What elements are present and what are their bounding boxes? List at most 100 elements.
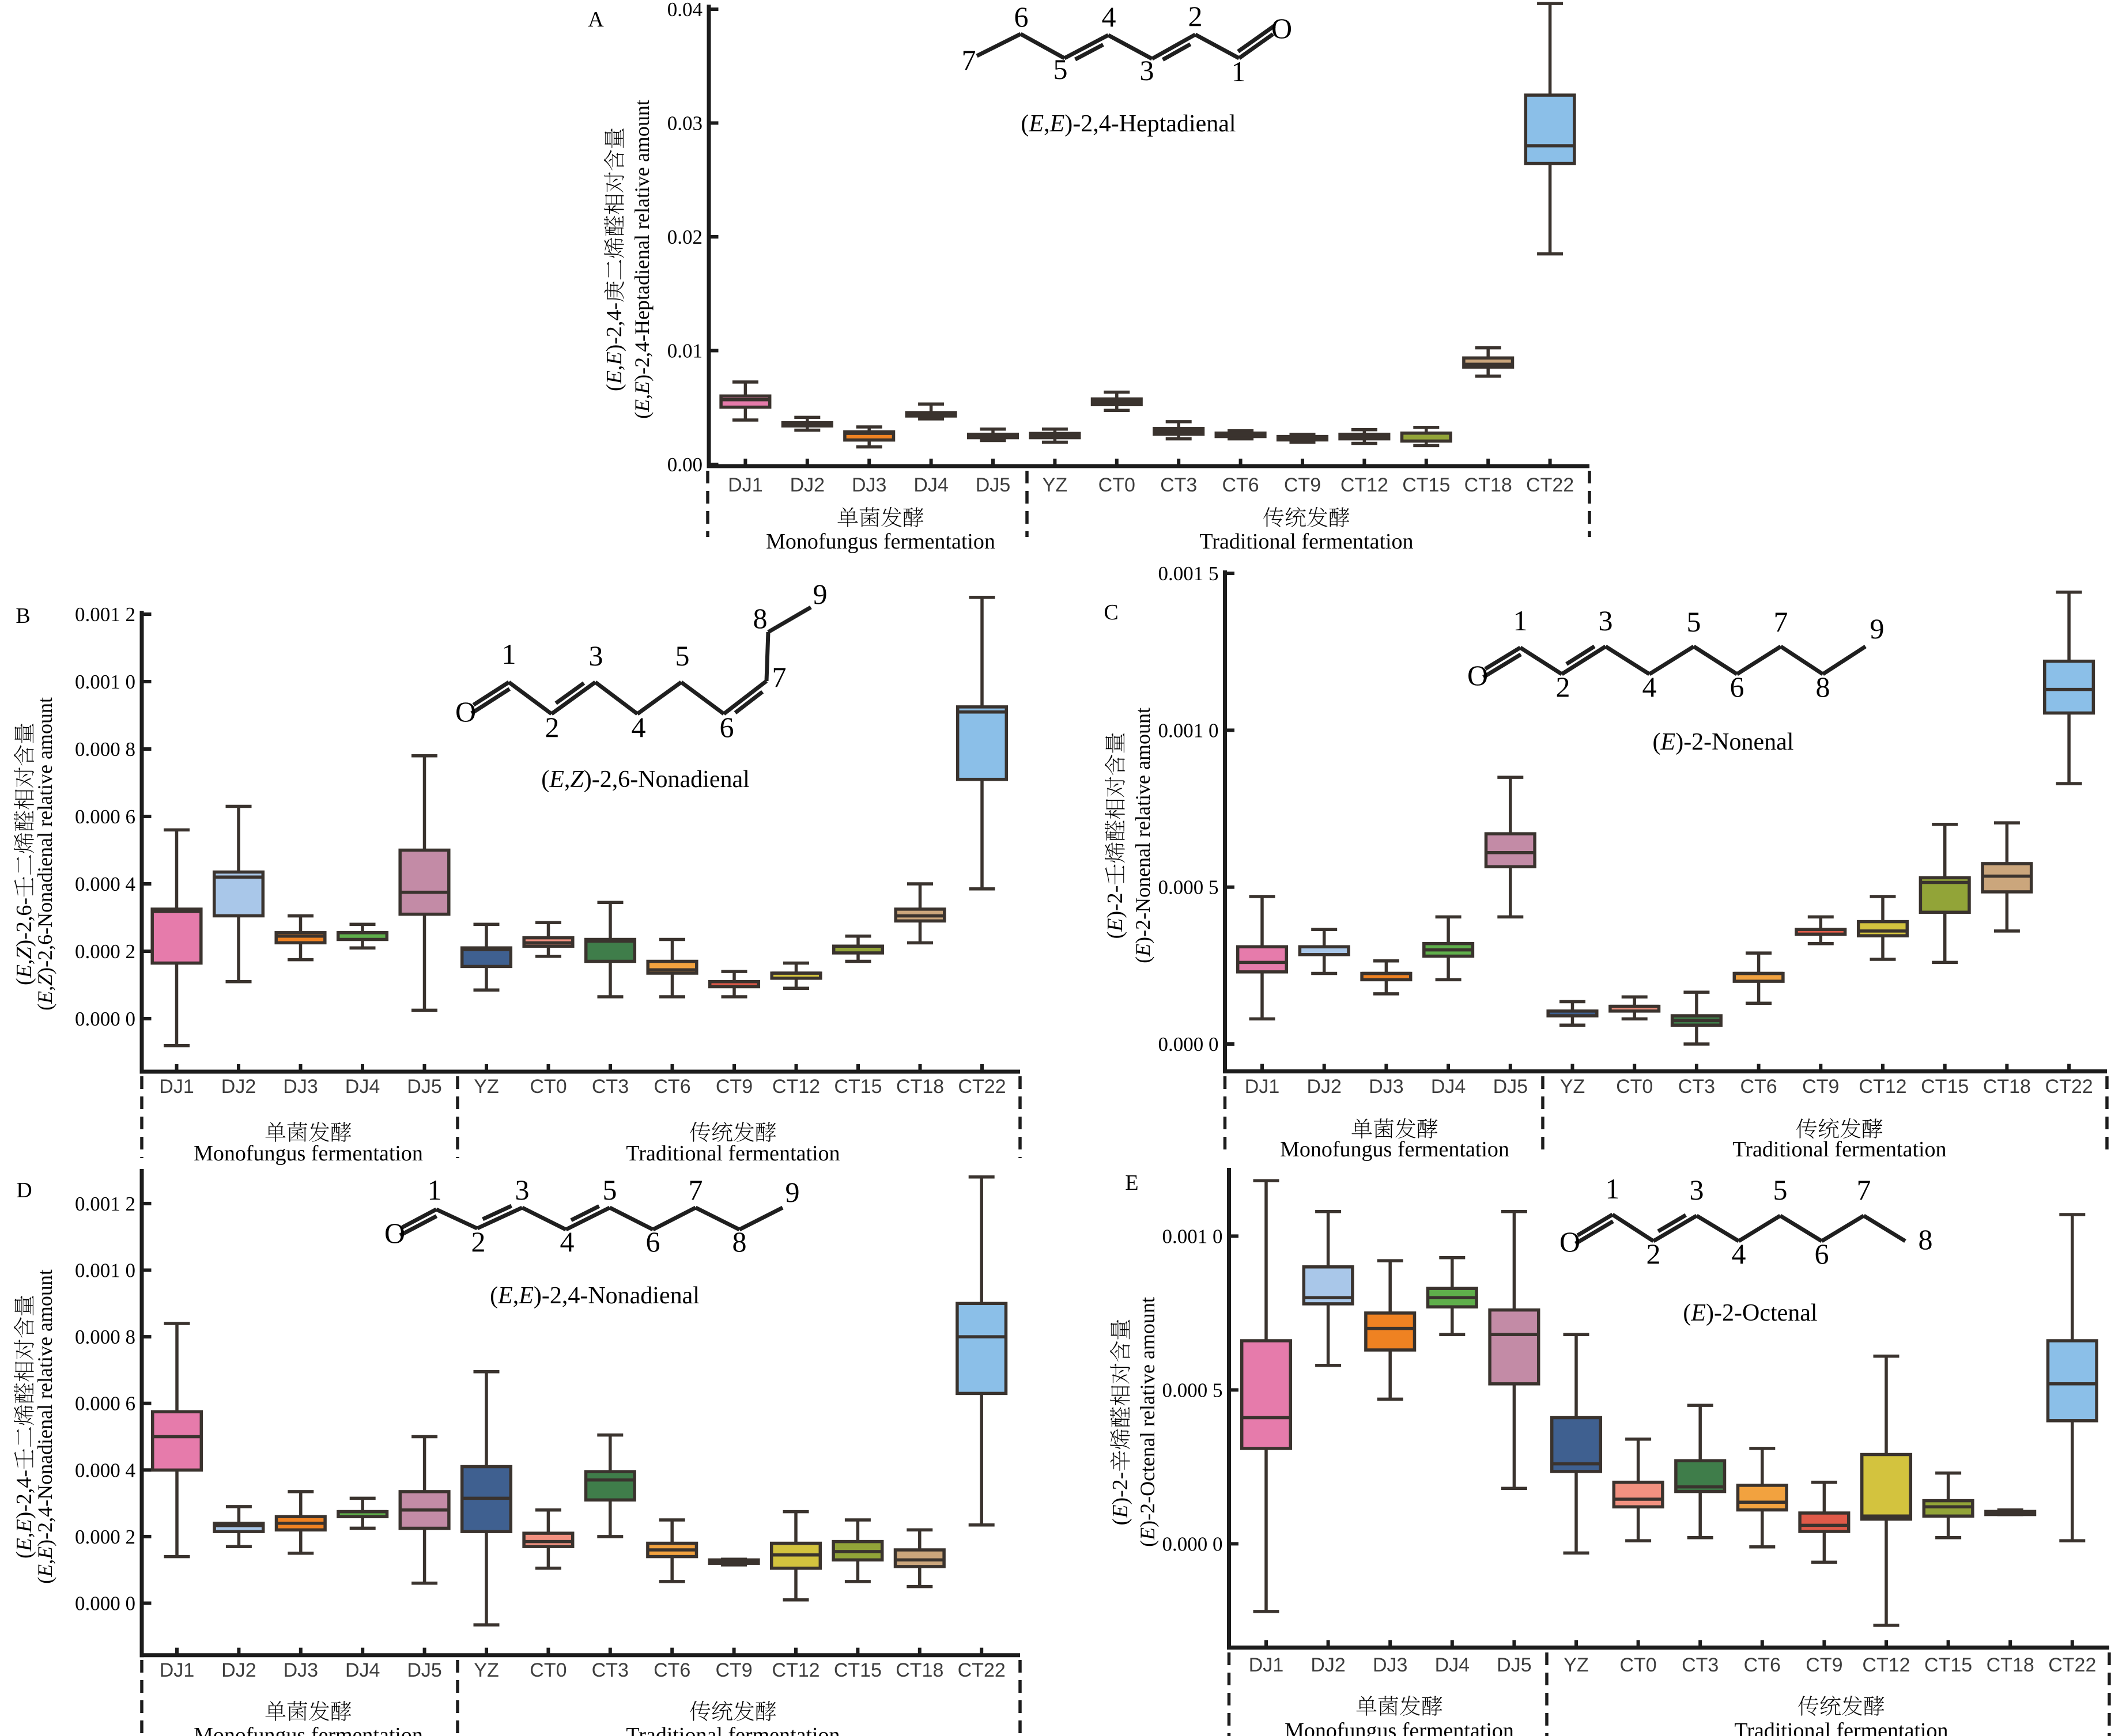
svg-text:7: 7 [1774, 606, 1788, 638]
svg-text:Monofungus fermentation: Monofungus fermentation [1280, 1137, 1509, 1162]
svg-text:5: 5 [1687, 606, 1701, 638]
svg-text:0.04: 0.04 [667, 0, 703, 21]
svg-text:0.000 0: 0.000 0 [75, 1593, 135, 1615]
svg-text:YZ: YZ [1560, 1076, 1585, 1098]
svg-text:DJ3: DJ3 [283, 1076, 318, 1098]
svg-text:5: 5 [603, 1174, 617, 1206]
svg-text:2: 2 [1188, 0, 1203, 32]
svg-text:0.001 0: 0.001 0 [75, 1260, 135, 1282]
svg-text:3: 3 [1140, 54, 1154, 86]
svg-text:6: 6 [646, 1226, 660, 1258]
svg-text:6: 6 [1730, 671, 1744, 703]
svg-text:0.000 2: 0.000 2 [75, 1526, 135, 1548]
svg-text:CT9: CT9 [715, 1659, 752, 1681]
svg-text:DJ4: DJ4 [1431, 1076, 1466, 1098]
svg-text:CT22: CT22 [1526, 474, 1574, 496]
svg-text:DJ5: DJ5 [1497, 1654, 1531, 1676]
svg-text:CT18: CT18 [1987, 1654, 2034, 1676]
svg-text:3: 3 [589, 640, 603, 672]
svg-text:O: O [455, 695, 476, 728]
svg-text:CT3: CT3 [1682, 1654, 1719, 1676]
svg-text:CT0: CT0 [1619, 1654, 1656, 1676]
svg-text:YZ: YZ [474, 1659, 499, 1681]
svg-text:Monofungus fermentation: Monofungus fermentation [766, 530, 995, 554]
svg-text:(E)-2-Octenal: (E)-2-Octenal [1683, 1300, 1817, 1326]
svg-text:(E,E)-2,4-: (E,E)-2,4- [12, 1470, 36, 1559]
svg-text:CT9: CT9 [1802, 1076, 1839, 1098]
svg-text:B: B [16, 604, 30, 628]
svg-text:CT12: CT12 [772, 1659, 820, 1681]
svg-text:0.000 6: 0.000 6 [75, 805, 135, 828]
svg-text:CT22: CT22 [2048, 1654, 2096, 1676]
svg-text:DJ5: DJ5 [407, 1076, 441, 1098]
svg-text:D: D [16, 1178, 32, 1202]
svg-text:(E)-2-Octenal relative amount: (E)-2-Octenal relative amount [1136, 1297, 1159, 1547]
svg-text:8: 8 [1919, 1223, 1933, 1255]
svg-text:(E,E)-2,4-: (E,E)-2,4- [602, 302, 626, 391]
svg-text:4: 4 [632, 711, 646, 743]
svg-text:CT15: CT15 [834, 1659, 882, 1681]
svg-text:3: 3 [515, 1174, 530, 1206]
svg-text:CT15: CT15 [1921, 1076, 1969, 1098]
svg-text:DJ4: DJ4 [345, 1076, 380, 1098]
svg-text:DJ5: DJ5 [407, 1659, 441, 1681]
svg-text:0.001 5: 0.001 5 [1158, 562, 1219, 585]
svg-text:O: O [384, 1217, 405, 1249]
svg-text:0.00: 0.00 [667, 453, 703, 476]
svg-text:3: 3 [1599, 604, 1613, 637]
svg-text:(E,Z)-2,6-Nonadienal: (E,Z)-2,6-Nonadienal [541, 766, 750, 793]
svg-text:DJ3: DJ3 [1373, 1654, 1407, 1676]
svg-text:0.001 0: 0.001 0 [75, 671, 135, 693]
svg-text:DJ4: DJ4 [1435, 1654, 1470, 1676]
svg-text:DJ1: DJ1 [160, 1659, 194, 1681]
svg-text:0.000 0: 0.000 0 [1162, 1533, 1223, 1555]
svg-text:DJ1: DJ1 [1249, 1654, 1283, 1676]
svg-text:7: 7 [962, 44, 976, 76]
svg-text:YZ: YZ [1564, 1654, 1588, 1676]
svg-text:DJ3: DJ3 [1369, 1076, 1403, 1098]
svg-text:0.001 0: 0.001 0 [1162, 1225, 1223, 1247]
svg-text:A: A [588, 7, 604, 32]
svg-text:DJ1: DJ1 [159, 1076, 194, 1098]
svg-text:CT3: CT3 [592, 1076, 629, 1098]
svg-text:1: 1 [1232, 55, 1246, 88]
svg-text:DJ3: DJ3 [284, 1659, 318, 1681]
svg-text:(E,E)-2,4-Heptadienal: (E,E)-2,4-Heptadienal [1021, 111, 1236, 137]
svg-text:(E)-2-: (E)-2- [1103, 886, 1127, 939]
svg-text:9: 9 [813, 578, 828, 610]
svg-text:0.000 0: 0.000 0 [1158, 1033, 1219, 1056]
svg-text:(E,E)-2,4-Heptadienal relative: (E,E)-2,4-Heptadienal relative amount [630, 100, 654, 419]
svg-text:0.000 4: 0.000 4 [75, 873, 135, 895]
svg-text:CT18: CT18 [896, 1659, 943, 1681]
svg-text:DJ4: DJ4 [345, 1659, 380, 1681]
svg-text:8: 8 [753, 602, 768, 634]
svg-text:0.000 0: 0.000 0 [75, 1008, 135, 1030]
svg-text:DJ5: DJ5 [1493, 1076, 1528, 1098]
svg-text:2: 2 [545, 711, 560, 743]
svg-text:Traditional fermentation: Traditional fermentation [626, 1723, 840, 1736]
svg-text:7: 7 [1857, 1174, 1871, 1206]
svg-text:4: 4 [1642, 671, 1657, 703]
svg-text:6: 6 [720, 711, 734, 743]
svg-text:0.000 8: 0.000 8 [75, 1326, 135, 1348]
svg-text:CT6: CT6 [654, 1076, 690, 1098]
svg-text:0.001 0: 0.001 0 [1158, 719, 1219, 742]
svg-text:DJ1: DJ1 [728, 474, 762, 496]
svg-text:CT18: CT18 [1983, 1076, 2031, 1098]
svg-text:CT0: CT0 [1616, 1076, 1653, 1098]
svg-text:6: 6 [1014, 1, 1029, 33]
svg-text:DJ4: DJ4 [913, 474, 948, 496]
svg-text:2: 2 [471, 1226, 486, 1258]
svg-text:CT9: CT9 [716, 1076, 753, 1098]
svg-text:1: 1 [1606, 1173, 1620, 1205]
svg-text:CT15: CT15 [834, 1076, 882, 1098]
svg-text:4: 4 [1102, 1, 1116, 33]
svg-text:(E)-2-: (E)-2- [1108, 1472, 1132, 1526]
svg-text:Monofungus fermentation: Monofungus fermentation [194, 1141, 423, 1166]
svg-text:CT0: CT0 [530, 1659, 567, 1681]
svg-text:CT0: CT0 [1098, 474, 1135, 496]
svg-text:2: 2 [1556, 671, 1570, 703]
svg-text:CT12: CT12 [1862, 1654, 1910, 1676]
svg-text:5: 5 [1053, 53, 1068, 85]
svg-text:CT3: CT3 [1160, 474, 1197, 496]
